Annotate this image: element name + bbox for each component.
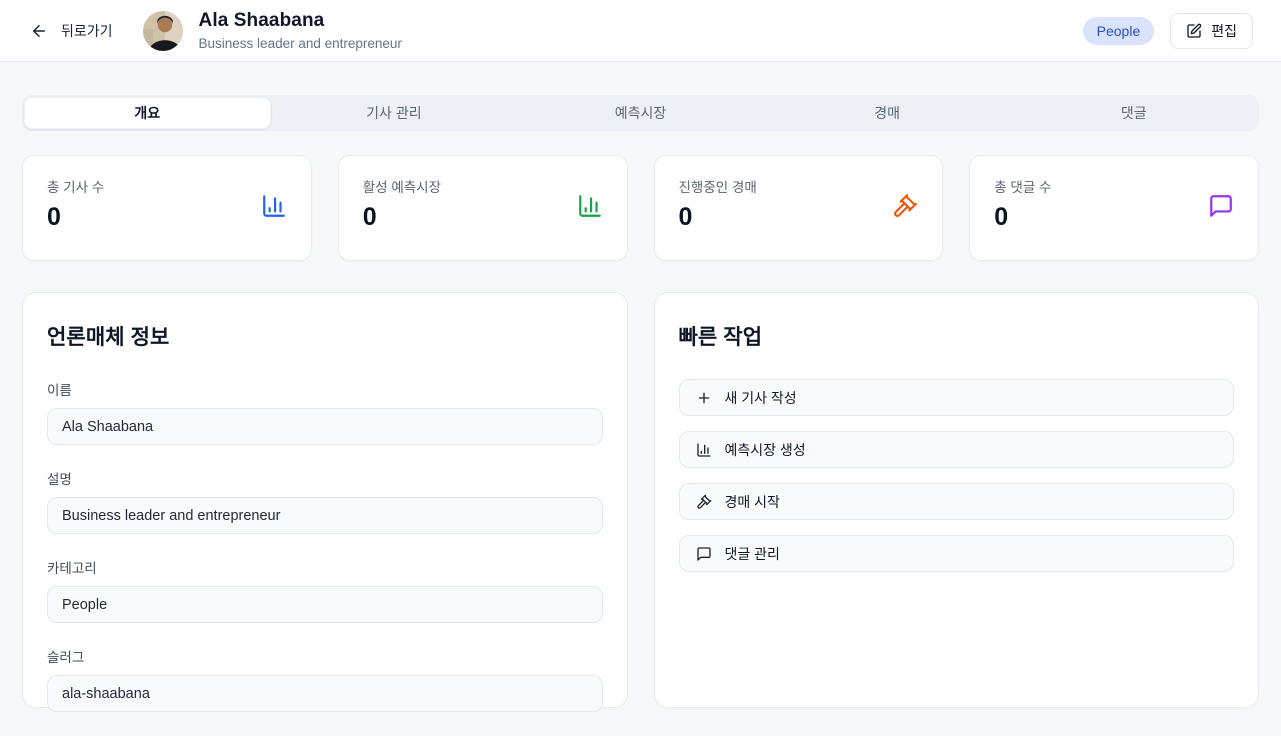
avatar	[142, 10, 183, 51]
chart-column-icon	[577, 193, 603, 219]
start-auction-button[interactable]: 경매 시작	[678, 483, 1234, 520]
chart-column-icon	[261, 193, 287, 219]
stat-card-auctions: 진행중인 경매 0	[653, 155, 944, 261]
tab-prediction-market[interactable]: 예측시장	[517, 97, 764, 129]
media-info-card: 언론매체 정보 이름 Ala Shaabana 설명 Business lead…	[22, 292, 628, 712]
edit-button[interactable]: 편집	[1170, 12, 1253, 49]
tab-article-management[interactable]: 기사 관리	[271, 97, 518, 129]
back-button-label: 뒤로가기	[61, 22, 113, 39]
media-info-title: 언론매체 정보	[47, 326, 170, 349]
stat-label: 진행중인 경매	[678, 180, 757, 195]
stat-card-articles: 총 기사 수 0	[22, 155, 312, 261]
tab-comments[interactable]: 댓글	[1010, 97, 1257, 129]
create-market-button[interactable]: 예측시장 생성	[678, 431, 1234, 468]
field-label: 이름	[47, 383, 72, 398]
tab-overview[interactable]: 개요	[24, 97, 271, 129]
message-square-icon	[696, 546, 712, 562]
manage-comments-button[interactable]: 댓글 관리	[678, 535, 1234, 572]
stats-row: 총 기사 수 0 활성 예측시장 0 진행중인 경매 0	[22, 155, 1259, 261]
plus-icon	[696, 390, 712, 406]
chart-column-icon	[696, 442, 712, 458]
action-label: 새 기사 작성	[724, 389, 797, 406]
page-title: Ala Shaabana	[198, 10, 325, 31]
stat-value: 0	[47, 203, 61, 231]
stat-value: 0	[994, 203, 1009, 231]
field-label: 카테고리	[47, 561, 97, 576]
stat-card-markets: 활성 예측시장 0	[337, 155, 628, 261]
action-label: 댓글 관리	[724, 545, 780, 562]
field-description: 설명 Business leader and entrepreneur	[47, 468, 603, 534]
description-field[interactable]: Business leader and entrepreneur	[47, 497, 603, 534]
stat-value: 0	[362, 203, 377, 231]
action-label: 예측시장 생성	[724, 441, 806, 458]
tab-auction[interactable]: 경매	[764, 97, 1011, 129]
stat-label: 총 댓글 수	[994, 180, 1052, 195]
action-label: 경매 시작	[724, 493, 780, 510]
page-subtitle: Business leader and entrepreneur	[198, 36, 402, 51]
gavel-icon	[892, 193, 918, 219]
gavel-icon	[696, 494, 712, 510]
field-slug: 슬러그 ala-shaabana	[47, 646, 603, 712]
field-label: 설명	[47, 472, 72, 487]
quick-actions-title: 빠른 작업	[678, 326, 763, 349]
stat-card-comments: 총 댓글 수 0	[969, 155, 1259, 261]
category-badge: People	[1082, 16, 1155, 45]
edit-pen-icon	[1186, 23, 1202, 39]
tabbar: 개요 기사 관리 예측시장 경매 댓글	[22, 95, 1259, 131]
back-button[interactable]: 뒤로가기	[28, 17, 115, 45]
quick-actions-card: 빠른 작업 새 기사 작성 예측시장 생성 경매 시작	[653, 292, 1259, 708]
title-block: Ala Shaabana Business leader and entrepr…	[199, 10, 402, 51]
stat-label: 활성 예측시장	[362, 180, 442, 195]
category-field[interactable]: People	[47, 586, 603, 623]
stat-label: 총 기사 수	[47, 180, 105, 195]
field-category: 카테고리 People	[47, 557, 603, 623]
slug-field[interactable]: ala-shaabana	[47, 675, 603, 712]
message-square-icon	[1208, 193, 1234, 219]
new-article-button[interactable]: 새 기사 작성	[678, 379, 1234, 416]
name-field[interactable]: Ala Shaabana	[47, 408, 603, 445]
arrow-left-icon	[30, 22, 48, 40]
stat-value: 0	[678, 203, 693, 231]
page-header: 뒤로가기 Ala Shaabana Business leader and en…	[0, 0, 1281, 62]
field-label: 슬러그	[47, 650, 85, 665]
edit-button-label: 편집	[1211, 22, 1237, 39]
field-name: 이름 Ala Shaabana	[47, 379, 603, 445]
